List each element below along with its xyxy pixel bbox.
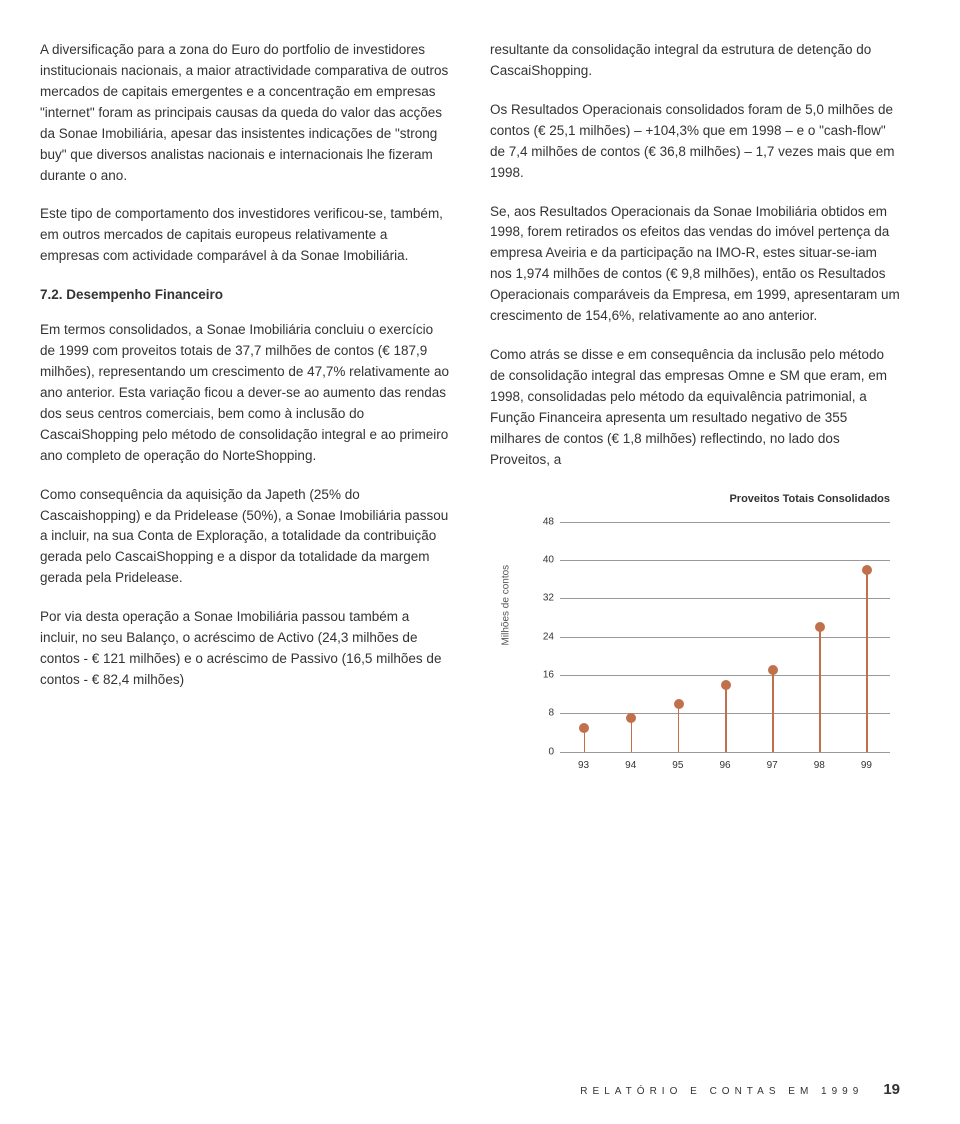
chart-dot <box>674 699 684 709</box>
left-column: A diversificação para a zona do Euro do … <box>40 40 450 782</box>
chart-container: Proveitos Totais Consolidados Milhões de… <box>490 491 900 782</box>
chart-title: Proveitos Totais Consolidados <box>490 491 900 508</box>
chart-y-tick: 16 <box>532 667 554 683</box>
chart-y-tick: 0 <box>532 744 554 760</box>
chart-y-tick: 32 <box>532 591 554 607</box>
chart-x-tick: 95 <box>672 758 683 774</box>
paragraph: Os Resultados Operacionais consolidados … <box>490 100 900 184</box>
chart-y-axis-label: Milhões de contos <box>498 564 514 645</box>
chart-dot <box>768 665 778 675</box>
paragraph: Como consequência da aquisição da Japeth… <box>40 485 450 590</box>
chart-stem <box>678 704 680 752</box>
chart-dot <box>626 713 636 723</box>
chart-dot <box>721 680 731 690</box>
chart-dot <box>579 723 589 733</box>
chart-gridline <box>560 637 890 638</box>
footer-text: RELATÓRIO E CONTAS EM 1999 <box>580 1086 863 1097</box>
chart-stem <box>819 627 821 752</box>
chart-x-tick: 98 <box>814 758 825 774</box>
stem-chart: Milhões de contos 0816243240489394959697… <box>520 522 900 782</box>
chart-x-tick: 96 <box>719 758 730 774</box>
chart-gridline <box>560 598 890 599</box>
chart-x-tick: 94 <box>625 758 636 774</box>
chart-gridline <box>560 752 890 753</box>
right-column: resultante da consolidação integral da e… <box>490 40 900 782</box>
chart-dot <box>862 565 872 575</box>
chart-y-tick: 48 <box>532 514 554 530</box>
paragraph: Em termos consolidados, a Sonae Imobiliá… <box>40 320 450 466</box>
paragraph: Este tipo de comportamento dos investido… <box>40 204 450 267</box>
paragraph: Como atrás se disse e em consequência da… <box>490 345 900 471</box>
chart-x-tick: 99 <box>861 758 872 774</box>
section-heading: 7.2. Desempenho Financeiro <box>40 285 450 306</box>
chart-y-tick: 40 <box>532 552 554 568</box>
page-number: 19 <box>883 1081 900 1098</box>
paragraph: Por via desta operação a Sonae Imobiliár… <box>40 607 450 691</box>
chart-stem <box>725 685 727 752</box>
chart-x-tick: 93 <box>578 758 589 774</box>
chart-y-tick: 8 <box>532 706 554 722</box>
chart-stem <box>866 570 868 752</box>
paragraph: resultante da consolidação integral da e… <box>490 40 900 82</box>
chart-dot <box>815 622 825 632</box>
chart-gridline <box>560 560 890 561</box>
page-footer: RELATÓRIO E CONTAS EM 1999 19 <box>580 1081 900 1098</box>
chart-stem <box>772 670 774 751</box>
chart-y-tick: 24 <box>532 629 554 645</box>
paragraph: A diversificação para a zona do Euro do … <box>40 40 450 186</box>
chart-gridline <box>560 522 890 523</box>
chart-x-tick: 97 <box>767 758 778 774</box>
chart-stem <box>631 718 633 752</box>
chart-gridline <box>560 675 890 676</box>
paragraph: Se, aos Resultados Operacionais da Sonae… <box>490 202 900 328</box>
